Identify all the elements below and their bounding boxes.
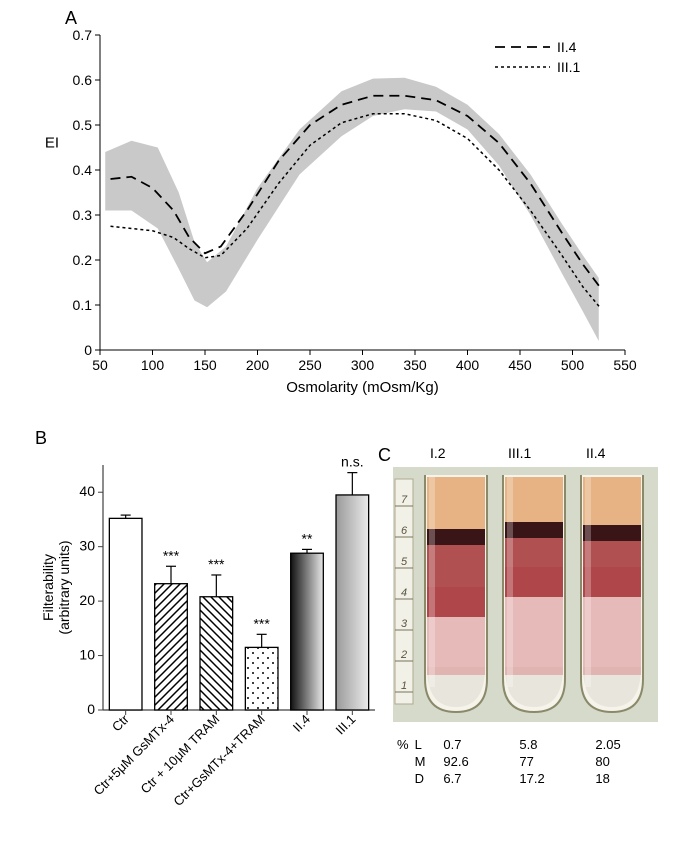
bar	[245, 647, 278, 710]
y-tick-label: 0.1	[73, 297, 93, 313]
bar	[336, 495, 369, 710]
table-cell: 92.6	[433, 754, 507, 769]
bar	[291, 553, 324, 710]
row-label: M	[415, 754, 432, 769]
bar	[155, 584, 188, 710]
table-cell: 5.8	[509, 737, 583, 752]
y-tick-label: 40	[79, 483, 95, 499]
panel-c-table: %L0.75.82.05 M92.67780 D6.717.218	[385, 735, 661, 788]
category-label: Ctr+GsMTx-4+TRAM	[170, 712, 267, 809]
table-cell: 2.05	[585, 737, 659, 752]
ruler-mark: 4	[401, 587, 407, 599]
significance-label: **	[302, 530, 313, 546]
x-tick-label: 300	[351, 357, 375, 373]
panel-a-chart: 0 0.1 0.2 0.3 0.4 0.5 0.6 0.7 50 100 150 200 250 300 3…	[35, 25, 645, 400]
category-label: II.4	[290, 712, 313, 735]
table-cell: 77	[509, 754, 583, 769]
y-axis-label: EI	[45, 135, 59, 152]
tube-label: III.1	[508, 445, 531, 461]
table-cell: 17.2	[509, 771, 583, 786]
y-tick-label: 0.5	[73, 117, 93, 133]
category-label: Ctr	[109, 711, 132, 734]
y-tick-label: 0.7	[73, 27, 93, 43]
y-tick-label: 0	[87, 701, 95, 717]
x-tick-label: 50	[92, 357, 108, 373]
legend-label: II.4	[557, 39, 577, 55]
panel-c-label: C	[378, 445, 391, 466]
ruler-mark: 5	[401, 556, 408, 568]
row-label: D	[415, 771, 432, 786]
y-tick-label: 0.4	[73, 162, 93, 178]
significance-label: n.s.	[341, 454, 364, 470]
category-label: III.1	[333, 712, 359, 738]
x-tick-label: 500	[561, 357, 585, 373]
table-cell: 80	[585, 754, 659, 769]
x-axis-label: Osmolarity (mOsm/Kg)	[286, 379, 439, 396]
panel-b-chart: 0 10 20 30 40 Ctr *** Ctr+5μM GsMTx-4 *** Ctr + 1…	[25, 435, 385, 840]
percent-label: %	[387, 737, 413, 752]
y-tick-label: 0.2	[73, 252, 93, 268]
table-cell: 0.7	[433, 737, 507, 752]
x-tick-label: 150	[193, 357, 217, 373]
row-label: L	[415, 737, 432, 752]
table-cell: 6.7	[433, 771, 507, 786]
x-tick-label: 350	[403, 357, 427, 373]
ruler-mark: 7	[401, 494, 408, 506]
x-tick-label: 100	[141, 357, 165, 373]
y-tick-label: 0	[84, 342, 92, 358]
bar	[200, 597, 233, 710]
tube-label: I.2	[430, 445, 446, 461]
category-label: Ctr+5μM GsMTx-4	[90, 712, 177, 799]
confidence-band	[105, 78, 599, 341]
y-tick-label: 10	[79, 647, 95, 663]
ruler-mark: 3	[401, 618, 408, 630]
y-tick-label: 20	[79, 592, 95, 608]
x-tick-label: 250	[298, 357, 322, 373]
y-tick-label: 0.3	[73, 207, 93, 223]
panel-c-photo: 1 2 3 4 5 6 7	[393, 467, 658, 722]
ruler-mark: 6	[401, 525, 408, 537]
y-axis-label: Filterability(arbitrary units)	[40, 540, 72, 634]
x-tick-label: 450	[508, 357, 532, 373]
ruler-mark: 1	[401, 680, 407, 692]
tube-label: II.4	[586, 445, 605, 461]
x-tick-label: 400	[456, 357, 480, 373]
x-tick-label: 550	[613, 357, 637, 373]
x-tick-label: 200	[246, 357, 270, 373]
y-tick-label: 30	[79, 538, 95, 554]
significance-label: ***	[163, 547, 180, 563]
significance-label: ***	[208, 556, 225, 572]
legend-label: III.1	[557, 59, 581, 75]
y-tick-label: 0.6	[73, 72, 93, 88]
significance-label: ***	[253, 615, 270, 631]
table-cell: 18	[585, 771, 659, 786]
bar	[109, 518, 142, 710]
ruler-mark: 2	[400, 649, 407, 661]
category-label: Ctr + 10μM TRAM	[138, 712, 223, 797]
